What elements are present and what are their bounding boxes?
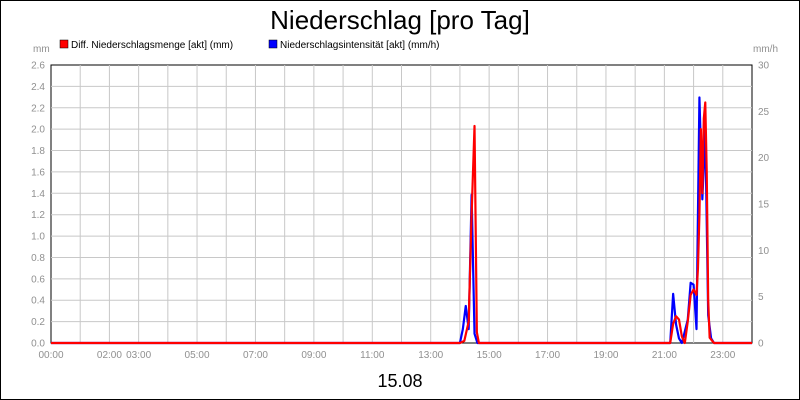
x-axis-tick-label: 15:00 xyxy=(477,350,502,361)
left-axis-unit: mm xyxy=(33,44,50,55)
chart-title: Niederschlag [pro Tag] xyxy=(270,5,530,35)
x-axis-tick-label: 23:00 xyxy=(710,350,735,361)
x-axis-tick-label: 11:00 xyxy=(360,350,385,361)
left-axis-tick-label: 1.2 xyxy=(31,210,45,221)
left-axis-tick-label: 0.6 xyxy=(31,274,45,285)
x-axis-tick-label: 17:00 xyxy=(535,350,560,361)
legend-label-amount: Diff. Niederschlagsmenge [akt] (mm) xyxy=(71,40,233,51)
gridlines xyxy=(51,65,752,343)
right-axis-tick-label: 20 xyxy=(758,153,770,164)
legend-swatch-intensity xyxy=(268,39,278,49)
x-axis-tick-label: 07:00 xyxy=(243,350,268,361)
right-axis-tick-label: 0 xyxy=(758,339,764,350)
x-axis-tick-label: 09:00 xyxy=(301,350,326,361)
x-axis-tick-label: 19:00 xyxy=(593,350,618,361)
left-axis-tick-label: 2.6 xyxy=(31,61,45,72)
legend-label-intensity: Niederschlagsintensität [akt] (mm/h) xyxy=(280,40,440,51)
right-axis-tick-label: 15 xyxy=(758,200,770,211)
x-axis: 00:00 02:00 03:00 05:00 07:00 09:00 11:00 13:00… xyxy=(38,350,735,361)
right-axis: 0 5 10 15 20 25 30 xyxy=(758,61,770,350)
x-axis-tick-label: 03:00 xyxy=(126,350,151,361)
left-axis: 0.0 0.2 0.4 0.6 0.8 1.0 1.2 1.4 1.6 1.8 2.0 2.2 2.4 2… xyxy=(31,61,45,350)
x-axis-tick-label: 00:00 xyxy=(38,350,63,361)
right-axis-tick-label: 10 xyxy=(758,246,770,257)
left-axis-tick-label: 2.2 xyxy=(31,103,45,114)
left-axis-tick-label: 2.0 xyxy=(31,125,45,136)
x-axis-tick-label: 21:00 xyxy=(652,350,677,361)
right-axis-unit: mm/h xyxy=(753,44,778,55)
left-axis-tick-label: 2.4 xyxy=(31,82,45,93)
x-axis-tick-label: 05:00 xyxy=(185,350,210,361)
left-axis-tick-label: 1.6 xyxy=(31,167,45,178)
series-layer xyxy=(51,96,752,345)
left-axis-tick-label: 0.8 xyxy=(31,253,45,264)
left-axis-tick-label: 0.4 xyxy=(31,296,45,307)
legend: Diff. Niederschlagsmenge [akt] (mm) Nied… xyxy=(59,39,440,51)
series-line-amount xyxy=(51,101,752,345)
left-axis-tick-label: 0.0 xyxy=(31,339,45,350)
x-axis-tick-label: 13:00 xyxy=(418,350,443,361)
left-axis-tick-label: 1.4 xyxy=(31,189,45,200)
left-axis-tick-label: 1.0 xyxy=(31,232,45,243)
right-axis-tick-label: 30 xyxy=(758,61,770,72)
x-axis-tick-label: 02:00 xyxy=(97,350,122,361)
left-axis-tick-label: 0.2 xyxy=(31,317,45,328)
left-axis-tick-label: 1.8 xyxy=(31,146,45,157)
right-axis-tick-label: 5 xyxy=(758,292,764,303)
legend-swatch-amount xyxy=(59,39,69,49)
right-axis-tick-label: 25 xyxy=(758,107,770,118)
date-label: 15.08 xyxy=(377,371,422,391)
